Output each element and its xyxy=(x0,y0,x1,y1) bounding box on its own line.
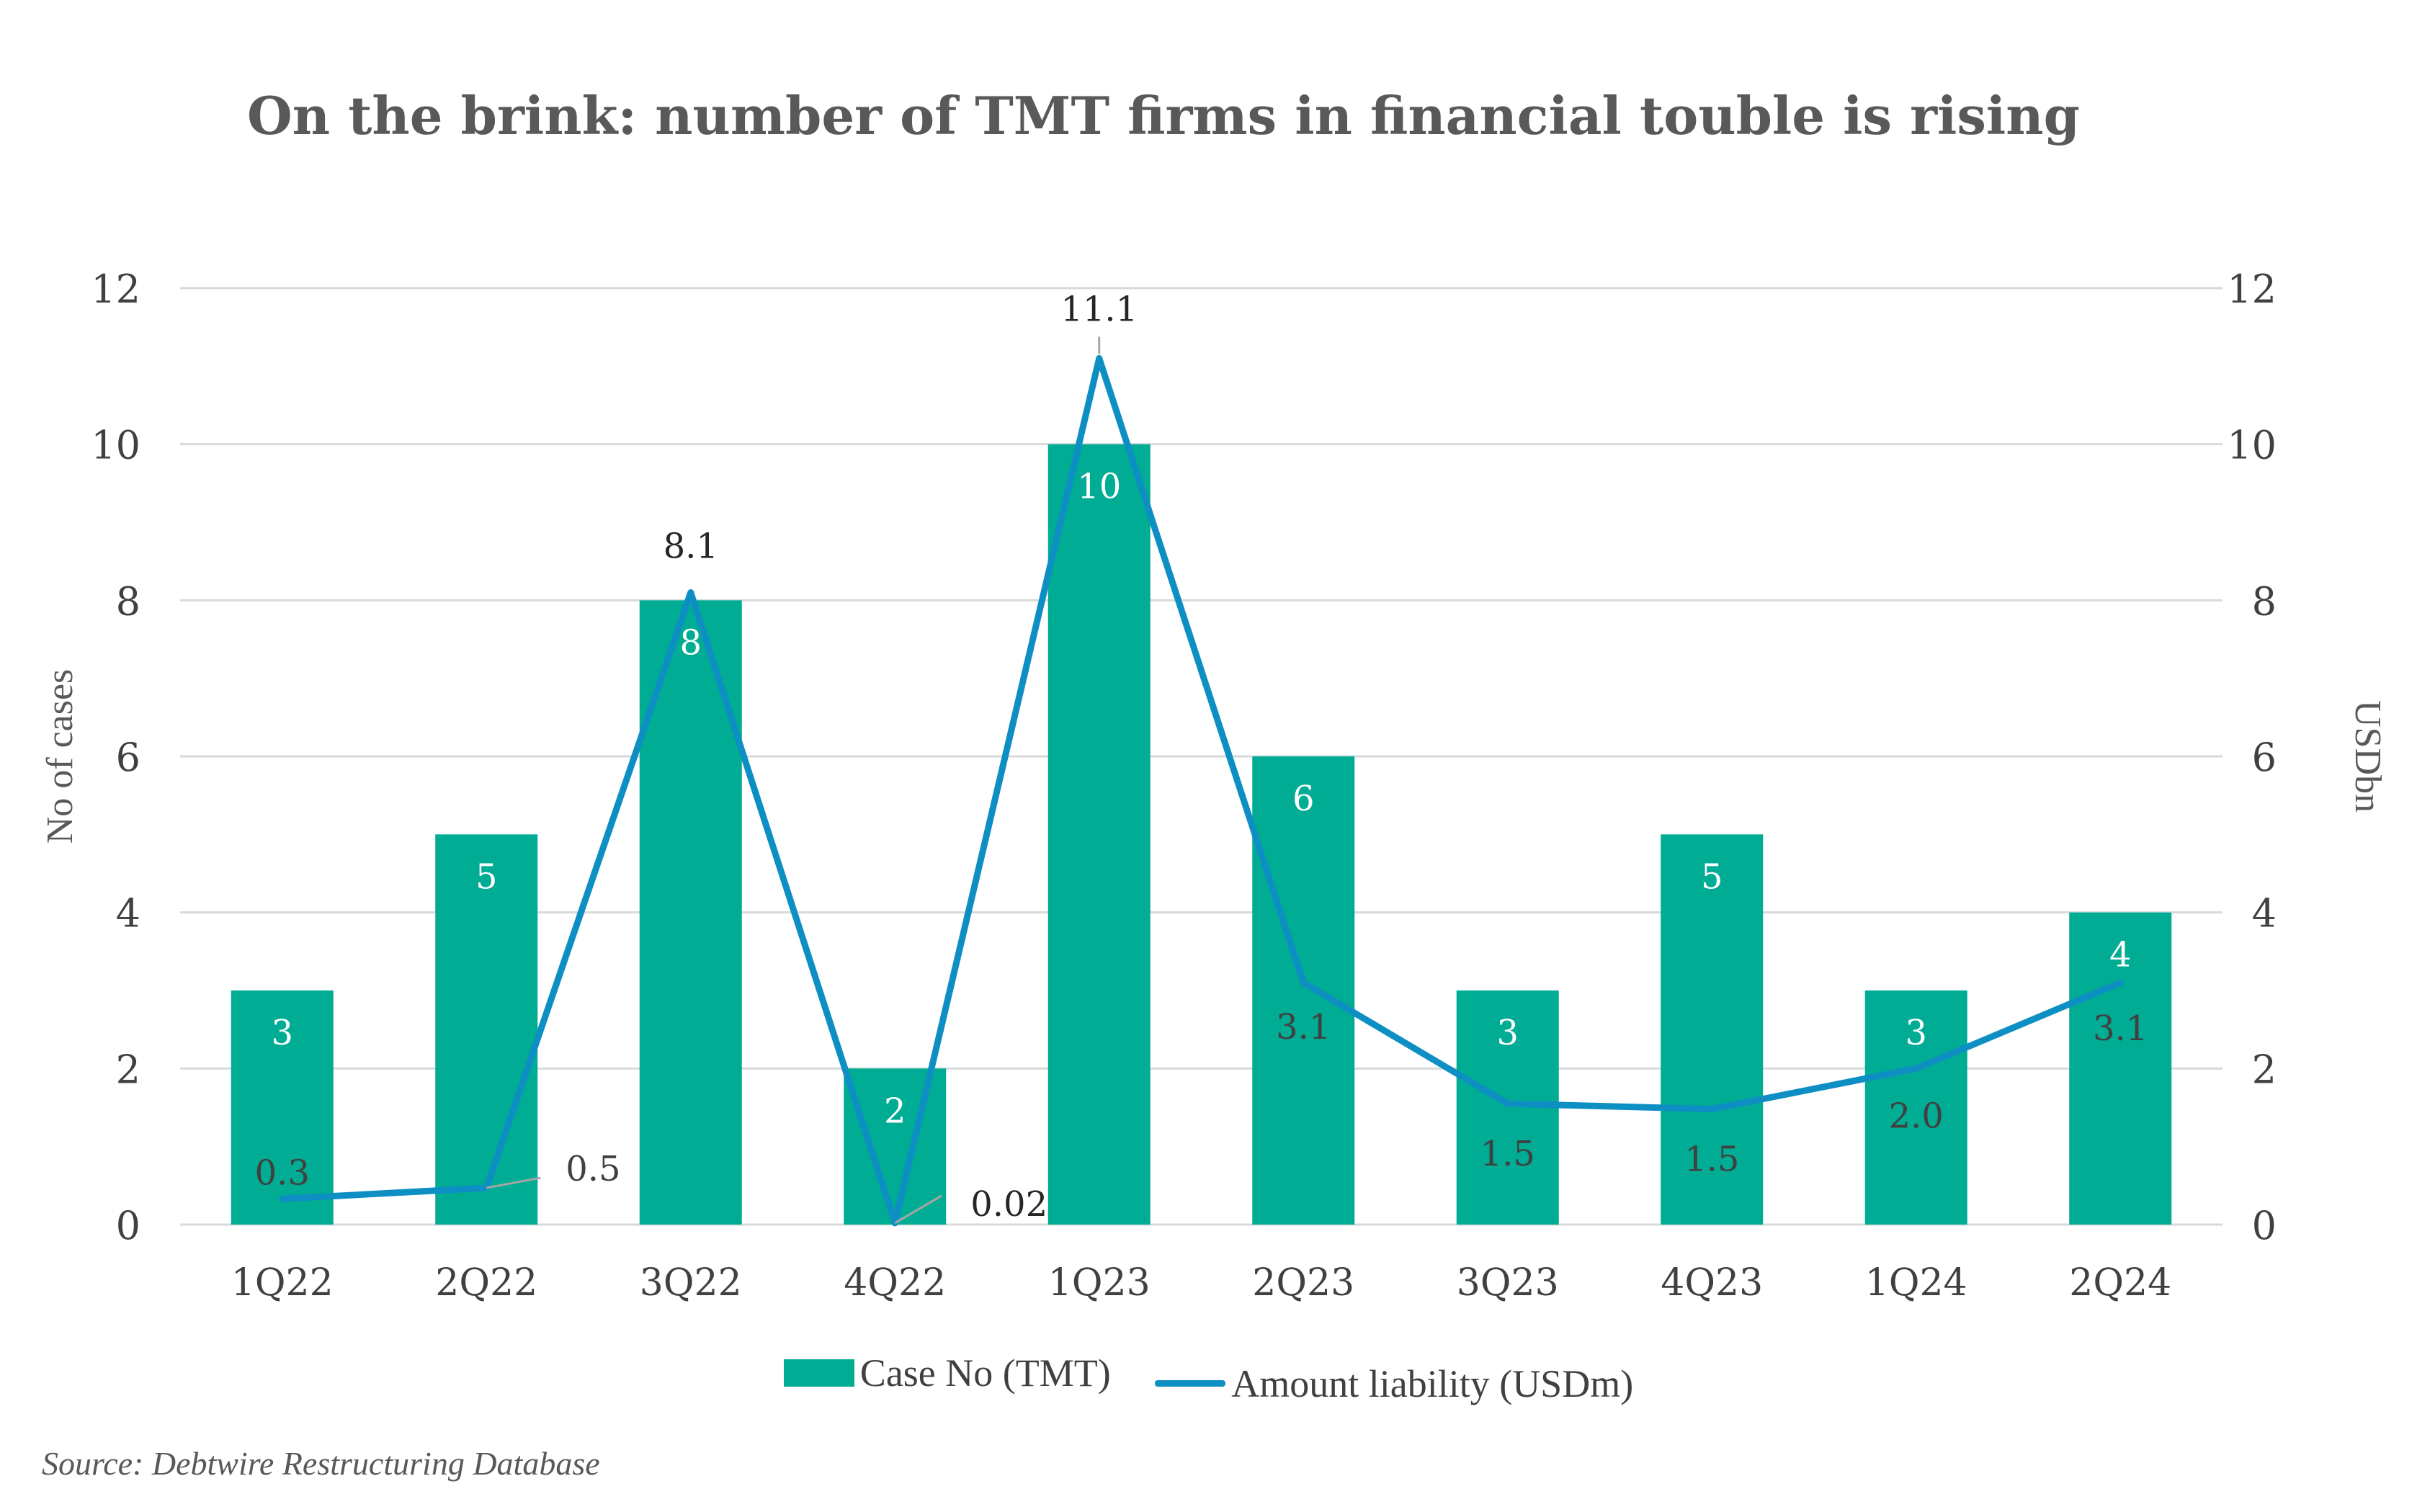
bar-label: 5 xyxy=(475,856,498,897)
bar xyxy=(1661,834,1764,1225)
legend-swatch-bar xyxy=(783,1359,854,1387)
bar xyxy=(1252,756,1355,1225)
line-point xyxy=(281,1198,283,1200)
bar-label: 3 xyxy=(271,1013,293,1053)
bar xyxy=(1864,990,1967,1225)
line-point xyxy=(1711,1108,1713,1110)
y2-tick-label: 10 xyxy=(2227,423,2277,468)
legend-label-bar: Case No (TMT) xyxy=(859,1351,1111,1395)
line-label: 0.02 xyxy=(970,1184,1047,1225)
x-tick-label: 3Q22 xyxy=(640,1261,742,1305)
y-tick-label: 0 xyxy=(116,1203,140,1248)
bar-label: 5 xyxy=(1701,856,1723,897)
x-tick-label: 2Q22 xyxy=(435,1261,537,1305)
chart-title: On the brink: number of TMT firms in fin… xyxy=(247,85,2080,146)
bar xyxy=(435,834,538,1225)
bar-label: 8 xyxy=(679,622,702,663)
y2-tick-label: 0 xyxy=(2252,1203,2277,1248)
bar xyxy=(2069,912,2172,1225)
source-note: Source: Debtwire Restructuring Database xyxy=(42,1445,600,1482)
line-label: 0.5 xyxy=(566,1149,620,1189)
bar-label: 10 xyxy=(1077,467,1121,507)
x-tick-label: 2Q23 xyxy=(1252,1261,1354,1305)
legend-swatch-line xyxy=(1155,1380,1226,1387)
x-tick-label: 4Q22 xyxy=(844,1261,946,1305)
bar xyxy=(1047,444,1151,1225)
line-point xyxy=(2119,982,2122,984)
line-series xyxy=(279,355,2124,1227)
y2-tick-label: 12 xyxy=(2227,267,2277,312)
y2-tick-label: 6 xyxy=(2252,735,2277,780)
x-tick-label: 3Q23 xyxy=(1457,1261,1559,1305)
x-tick-label: 1Q22 xyxy=(231,1261,334,1305)
bar-series xyxy=(231,444,2172,1225)
line-label: 2.0 xyxy=(1889,1096,1944,1136)
bar xyxy=(231,990,334,1225)
y-tick-label: 12 xyxy=(91,267,140,312)
bar-label: 4 xyxy=(2109,935,2132,975)
line-point xyxy=(1303,982,1305,984)
axes: 0 2 4 6 8 10 12 0 2 4 6 8 10 12 No of cases USDbn 1Q22 2Q… xyxy=(40,267,2388,1305)
label-leader xyxy=(894,1194,943,1225)
line-label: 3.1 xyxy=(1276,1007,1331,1047)
bar-label: 6 xyxy=(1292,779,1315,819)
y-tick-label: 6 xyxy=(116,735,140,780)
y2-tick-label: 2 xyxy=(2252,1047,2277,1092)
y2-tick-label: 4 xyxy=(2252,891,2277,936)
x-tick-label: 1Q24 xyxy=(1865,1261,1967,1305)
bar-label: 3 xyxy=(1496,1013,1519,1053)
y-axis-title: No of cases xyxy=(40,669,81,844)
y-tick-label: 8 xyxy=(116,578,140,624)
y-tick-label: 10 xyxy=(91,423,140,468)
y2-axis-title: USDbn xyxy=(2347,700,2388,813)
line-data-labels: 0.3 0.5 8.1 0.02 11.1 3.1 1.5 1.5 2.0 3.1 xyxy=(255,290,2148,1225)
line-point xyxy=(1098,357,1100,359)
bar xyxy=(844,1068,947,1225)
bar-label: 2 xyxy=(884,1091,906,1131)
x-tick-label: 4Q23 xyxy=(1661,1261,1763,1305)
line-point xyxy=(1915,1068,1917,1070)
line-label: 0.3 xyxy=(255,1153,310,1193)
line-label: 1.5 xyxy=(1684,1140,1739,1180)
line-point xyxy=(1506,1103,1509,1105)
line-label: 3.1 xyxy=(2093,1008,2148,1049)
y2-tick-label: 8 xyxy=(2252,578,2277,624)
bar-label: 3 xyxy=(1905,1013,1927,1053)
line-point xyxy=(689,591,692,594)
line-label: 8.1 xyxy=(664,527,718,567)
legend-item-bar: Case No (TMT) xyxy=(783,1351,1111,1395)
line-label: 11.1 xyxy=(1060,290,1138,330)
legend-item-line: Amount liability (USDm) xyxy=(1155,1361,1633,1406)
legend-label-line: Amount liability (USDm) xyxy=(1231,1361,1634,1405)
x-tick-label: 2Q24 xyxy=(2069,1261,2171,1305)
x-tick-label: 1Q23 xyxy=(1048,1261,1151,1305)
y-tick-label: 4 xyxy=(116,891,140,936)
legend: Case No (TMT) Amount liability (USDm) xyxy=(0,1351,2417,1406)
label-leader xyxy=(486,1176,541,1189)
line-path xyxy=(279,355,2124,1227)
line-label: 1.5 xyxy=(1480,1134,1535,1174)
y-tick-label: 2 xyxy=(116,1047,140,1092)
bar-data-labels: 3 5 8 2 10 6 3 5 3 4 xyxy=(271,467,2131,1132)
